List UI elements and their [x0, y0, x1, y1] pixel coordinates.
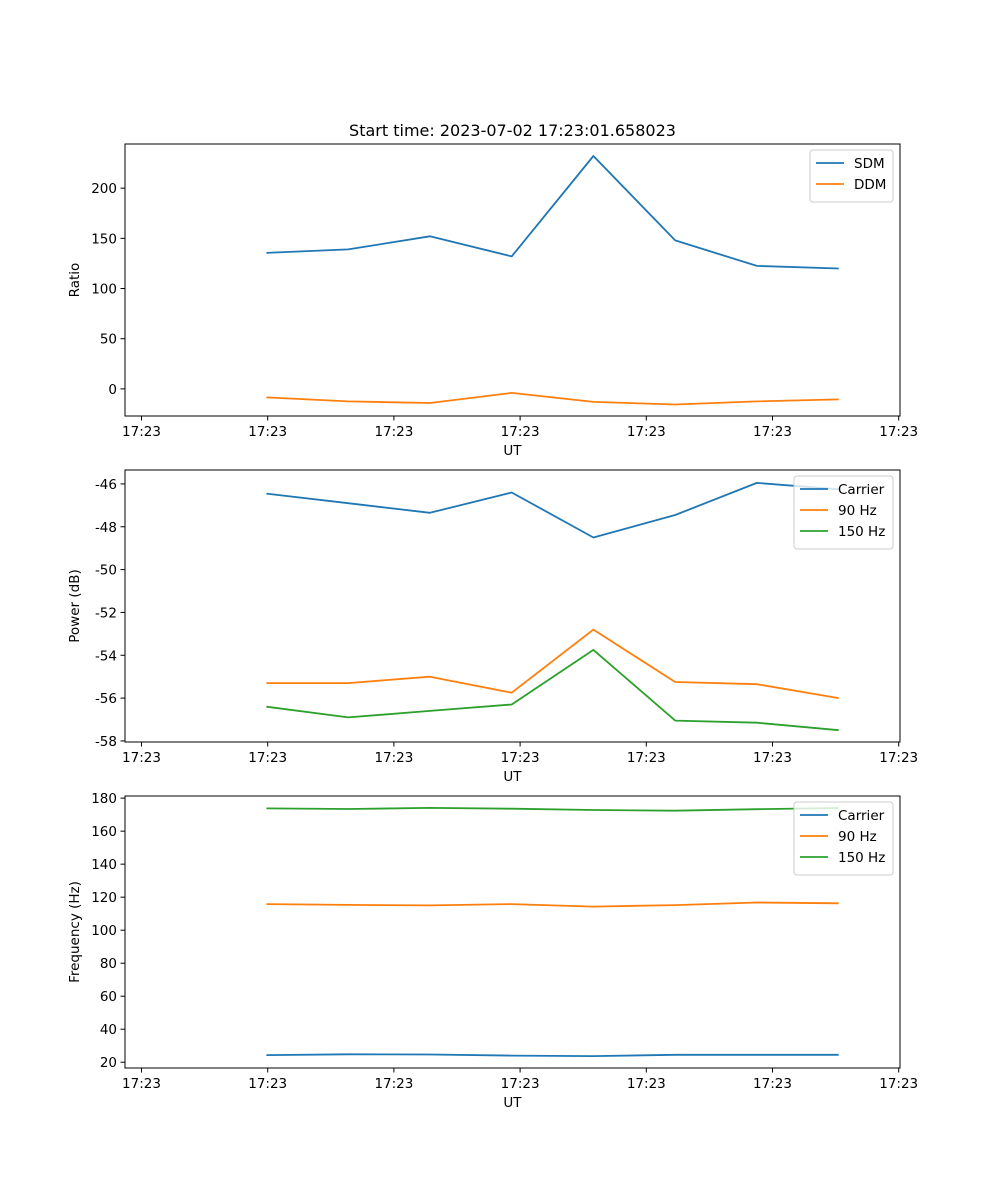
x-tick-label: 17:23 — [374, 424, 413, 440]
chart-panel-1: 17:2317:2317:2317:2317:2317:2317:2317:24… — [67, 143, 918, 459]
y-tick-label: 100 — [91, 282, 117, 298]
series-line-90-hz — [266, 901, 839, 908]
y-tick-label: -50 — [95, 563, 117, 579]
chart-panel-3: 17:2317:2317:2317:2317:2317:2317:2317:24… — [67, 791, 918, 1111]
y-tick-label: 160 — [91, 824, 117, 840]
y-axis-label: Power (dB) — [67, 569, 83, 642]
x-tick-label: 17:23 — [627, 424, 666, 440]
panels: 17:2317:2317:2317:2317:2317:2317:2317:24… — [67, 143, 918, 1111]
axes-frame — [124, 469, 901, 743]
x-tick-label: 17:23 — [879, 1076, 918, 1092]
y-tick-label: 40 — [100, 1022, 117, 1038]
y-tick-label: 20 — [100, 1055, 117, 1071]
y-tick-label: -48 — [95, 520, 117, 536]
y-tick-label: -58 — [95, 734, 117, 750]
x-tick-label: 17:23 — [122, 424, 161, 440]
series-line-carrier — [266, 1053, 839, 1057]
chart-panel-2: 17:2317:2317:2317:2317:2317:2317:2317:24… — [67, 469, 918, 785]
y-axis-label: Frequency (Hz) — [67, 881, 83, 983]
legend-label: Carrier — [838, 808, 885, 824]
series-line-ddm — [266, 391, 839, 406]
y-tick-label: 100 — [91, 923, 117, 939]
y-tick-label: -46 — [95, 477, 117, 493]
x-tick-label: 17:23 — [122, 1076, 161, 1092]
y-tick-label: 180 — [91, 791, 117, 807]
x-axis-label: UT — [503, 769, 522, 785]
y-tick-label: 120 — [91, 890, 117, 906]
y-tick-label: 150 — [91, 231, 117, 247]
x-tick-label: 17:23 — [753, 1076, 792, 1092]
x-tick-label: 17:23 — [753, 750, 792, 766]
legend-label: 90 Hz — [838, 503, 877, 519]
legend-label: SDM — [854, 156, 885, 172]
legend-label: DDM — [854, 177, 886, 193]
y-tick-label: 0 — [108, 382, 117, 398]
x-tick-label: 17:23 — [627, 1076, 666, 1092]
x-axis-label: UT — [503, 1095, 522, 1111]
x-tick-label: 17:23 — [374, 750, 413, 766]
axes-frame — [124, 795, 901, 1069]
legend-label: 150 Hz — [838, 850, 885, 866]
x-tick-label: 17:23 — [248, 750, 287, 766]
y-tick-label: 80 — [100, 956, 117, 972]
legend-label: 150 Hz — [838, 524, 885, 540]
x-tick-label: 17:23 — [248, 1076, 287, 1092]
axes-frame — [124, 143, 901, 417]
figure-title: Start time: 2023-07-02 17:23:01.658023 — [349, 121, 676, 140]
x-tick-label: 17:23 — [501, 424, 540, 440]
x-tick-label: 17:23 — [248, 424, 287, 440]
y-tick-label: -52 — [95, 605, 117, 621]
x-tick-label: 17:23 — [627, 750, 666, 766]
series-line-sdm — [266, 155, 839, 270]
y-tick-label: -54 — [95, 648, 117, 664]
series-line-150-hz — [266, 807, 839, 812]
x-tick-label: 17:23 — [879, 750, 918, 766]
x-tick-label: 17:23 — [374, 1076, 413, 1092]
legend-label: Carrier — [838, 482, 885, 498]
series-line-150-hz — [266, 649, 839, 732]
y-tick-label: 140 — [91, 857, 117, 873]
legend-label: 90 Hz — [838, 829, 877, 845]
y-tick-label: -56 — [95, 691, 117, 707]
y-axis-label: Ratio — [67, 263, 83, 298]
x-tick-label: 17:23 — [122, 750, 161, 766]
x-tick-label: 17:23 — [501, 1076, 540, 1092]
y-tick-label: 200 — [91, 181, 117, 197]
x-tick-label: 17:23 — [501, 750, 540, 766]
x-tick-label: 17:23 — [753, 424, 792, 440]
y-tick-label: 50 — [100, 332, 117, 348]
y-tick-label: 60 — [100, 989, 117, 1005]
series-line-90-hz — [266, 628, 839, 699]
x-tick-label: 17:23 — [879, 424, 918, 440]
x-axis-label: UT — [503, 443, 522, 459]
series-line-carrier — [266, 481, 839, 539]
